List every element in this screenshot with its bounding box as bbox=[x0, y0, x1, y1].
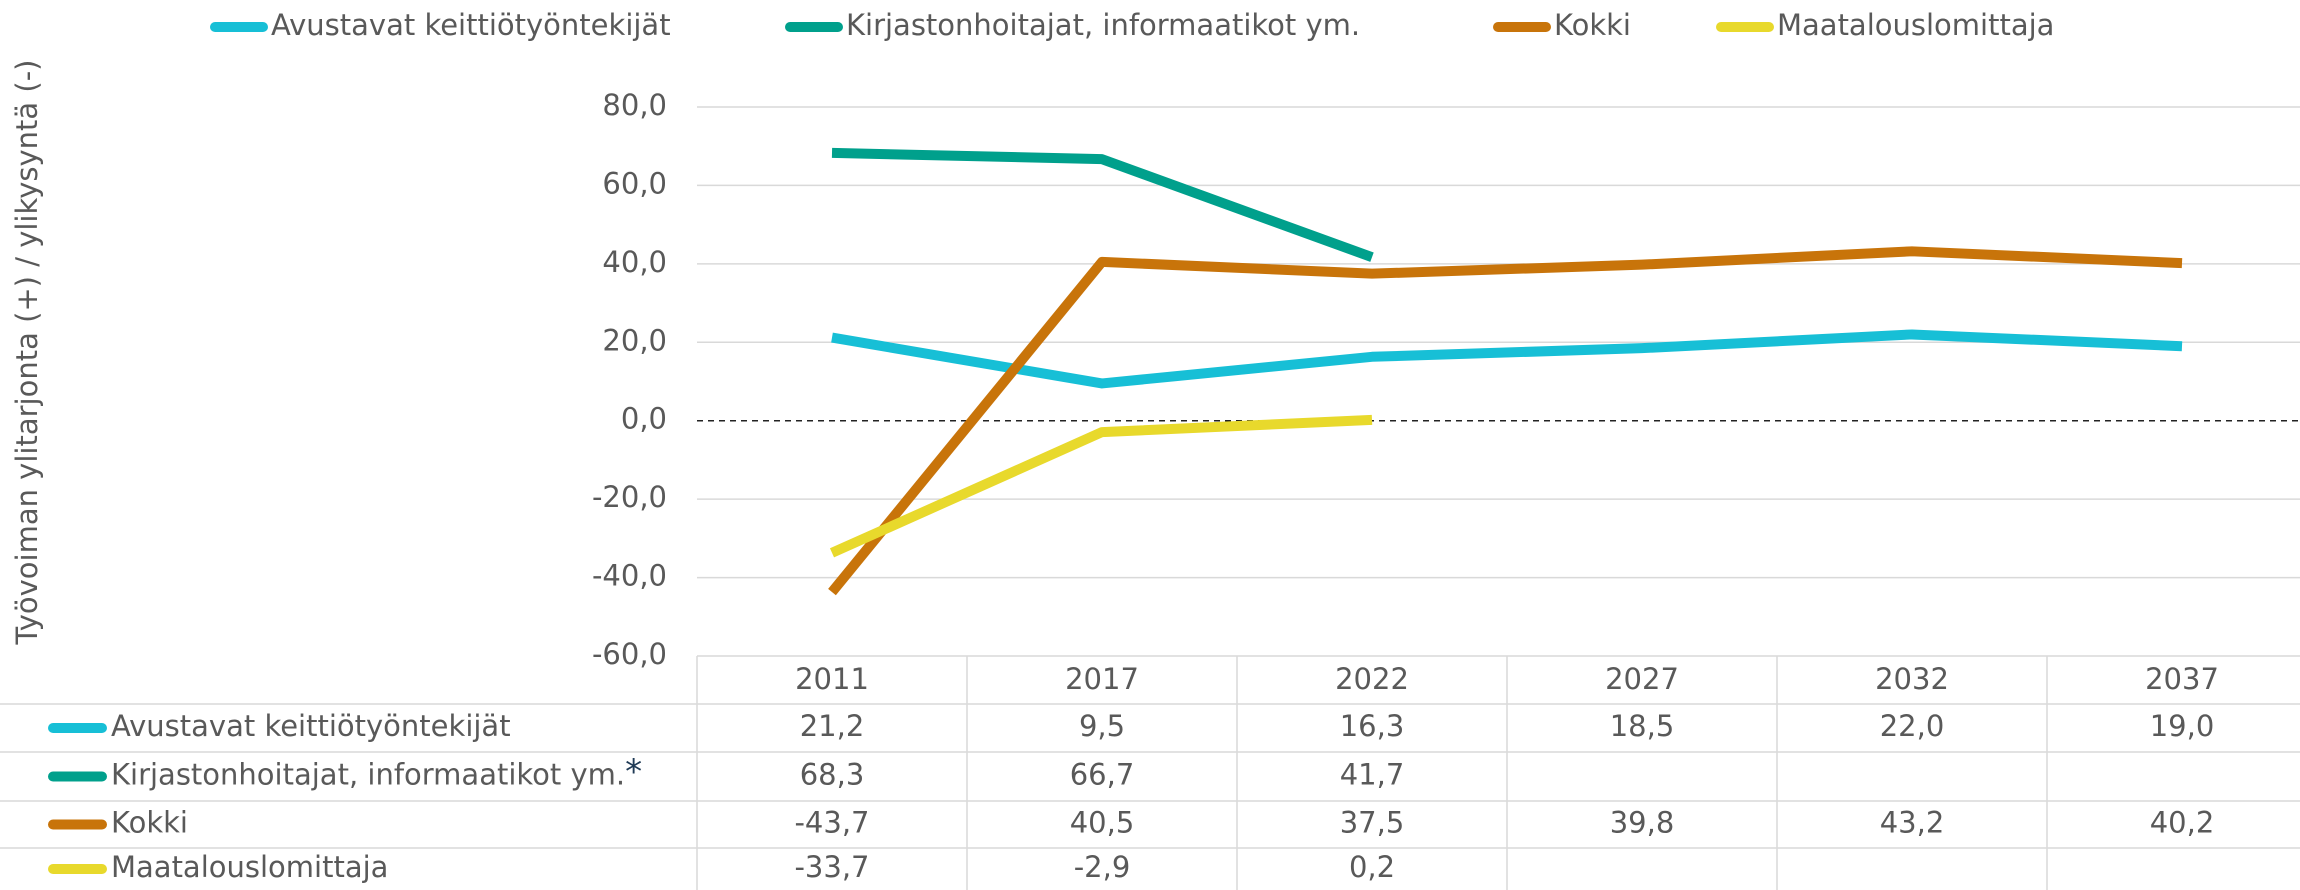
series-line bbox=[828, 246, 2183, 596]
y-tick-label: 20,0 bbox=[602, 323, 667, 357]
table-value: 40,2 bbox=[2150, 806, 2215, 840]
legend-label: Maatalouslomittaja bbox=[1777, 8, 2054, 42]
series-line bbox=[831, 147, 1374, 262]
table-value: -43,7 bbox=[794, 806, 869, 840]
table-row-marker: * bbox=[625, 752, 642, 792]
x-tick-label: 2032 bbox=[1875, 662, 1949, 696]
x-tick-label: 2022 bbox=[1335, 662, 1409, 696]
series-line bbox=[831, 329, 2183, 389]
x-tick-label: 2011 bbox=[795, 662, 869, 696]
table-value: 66,7 bbox=[1070, 758, 1135, 792]
table-value: 43,2 bbox=[1880, 806, 1945, 840]
y-tick-label: 40,0 bbox=[602, 245, 667, 279]
table-value: 16,3 bbox=[1340, 709, 1405, 743]
y-tick-label: -60,0 bbox=[592, 637, 667, 671]
legend-label: Kirjastonhoitajat, informaatikot ym. bbox=[846, 8, 1360, 42]
table-row-label: Kokki bbox=[111, 806, 188, 840]
legend-label: Avustavat keittiötyöntekijät bbox=[271, 8, 671, 42]
y-tick-label: -20,0 bbox=[592, 480, 667, 514]
series-line bbox=[829, 414, 1373, 558]
table-value: 21,2 bbox=[800, 709, 865, 743]
table-row-label: Maatalouslomittaja bbox=[111, 850, 388, 884]
x-tick-label: 2017 bbox=[1065, 662, 1139, 696]
table-value: 9,5 bbox=[1079, 709, 1125, 743]
legend-label: Kokki bbox=[1554, 8, 1631, 42]
table-value: 18,5 bbox=[1610, 709, 1675, 743]
table-value: 39,8 bbox=[1610, 806, 1675, 840]
y-axis-title: Työvoiman ylitarjonta (+) / ylikysyntä (… bbox=[10, 60, 44, 646]
table-value: 0,2 bbox=[1349, 850, 1395, 884]
table-value: 22,0 bbox=[1880, 709, 1945, 743]
table-value: 68,3 bbox=[800, 758, 865, 792]
table-value: -2,9 bbox=[1074, 850, 1131, 884]
table-row-label: Avustavat keittiötyöntekijät bbox=[111, 709, 511, 743]
table-value: 41,7 bbox=[1340, 758, 1405, 792]
y-tick-label: -40,0 bbox=[592, 559, 667, 593]
table-value: -33,7 bbox=[794, 850, 869, 884]
x-tick-label: 2027 bbox=[1605, 662, 1679, 696]
table-value: 37,5 bbox=[1340, 806, 1405, 840]
table-value: 40,5 bbox=[1070, 806, 1135, 840]
y-tick-label: 0,0 bbox=[621, 402, 667, 436]
x-tick-label: 2037 bbox=[2145, 662, 2219, 696]
y-tick-label: 80,0 bbox=[602, 88, 667, 122]
table-value: 19,0 bbox=[2150, 709, 2215, 743]
y-tick-label: 60,0 bbox=[602, 166, 667, 200]
table-row-label: Kirjastonhoitajat, informaatikot ym. bbox=[111, 758, 625, 792]
